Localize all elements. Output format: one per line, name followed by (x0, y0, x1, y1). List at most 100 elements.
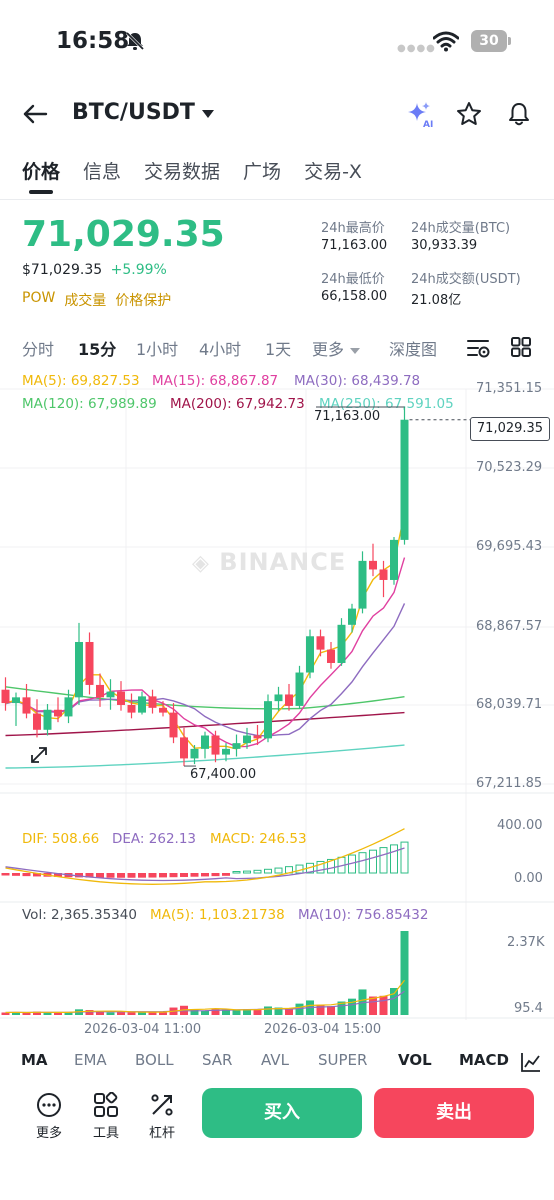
notification-bell-icon[interactable] (505, 100, 533, 128)
interval-more[interactable]: 更多 (312, 336, 361, 360)
volume-legend: Vol: 2,365.35340 (22, 907, 137, 923)
macd-bar (379, 847, 388, 874)
chart-settings-icon[interactable] (466, 337, 490, 359)
buy-button[interactable]: 买入 (202, 1088, 362, 1138)
macd-bar (243, 870, 251, 874)
price-change-percent: +5.99% (110, 262, 167, 278)
candle-body (1, 689, 10, 704)
ma120-legend: MA(120): 67,989.89 (22, 396, 157, 412)
macd-bar (33, 873, 41, 877)
candle-body (201, 735, 209, 749)
volume-bar (33, 1011, 41, 1015)
back-arrow-icon[interactable] (22, 102, 48, 126)
macd-dif-line (5, 828, 405, 885)
leverage-icon (151, 1094, 173, 1116)
indicator-ma[interactable]: MA (21, 1051, 48, 1069)
header: BTC/USDT AI (0, 92, 554, 136)
depth-chart-tab[interactable]: 深度图 (389, 340, 438, 359)
candle-body (348, 608, 356, 625)
tab-trading-data[interactable]: 交易数据 (144, 161, 221, 183)
tab-info[interactable]: 信息 (83, 161, 122, 183)
indicator-vol[interactable]: VOL (398, 1051, 432, 1069)
volume-bar (232, 1010, 241, 1015)
volume-bar (12, 1012, 20, 1015)
tag-volume[interactable]: 成交量 (64, 293, 107, 309)
volume-bar (148, 1011, 157, 1015)
macd-bar (327, 858, 335, 874)
price-axis-label: 69,695.43 (476, 539, 543, 554)
indicator-chart-icon[interactable] (520, 1051, 542, 1073)
favorite-star-icon[interactable] (455, 100, 483, 128)
volume-axis-label: 95.4 (514, 1001, 543, 1016)
ai-sparkle-icon[interactable]: AI (405, 100, 435, 130)
fullscreen-expand-icon[interactable] (28, 744, 50, 766)
volume-bar (201, 1010, 209, 1015)
volume-ma5-line (5, 979, 405, 1014)
tab-price[interactable]: 价格 (22, 157, 60, 197)
tag-price-protection[interactable]: 价格保护 (115, 293, 172, 309)
macd-bar (169, 873, 178, 878)
usd-price: $71,029.35 (22, 262, 103, 278)
ma250-legend: MA(250): 67,591.05 (319, 396, 454, 412)
candle-body (22, 697, 31, 714)
volume-bar (390, 988, 398, 1015)
volume-bar (159, 1012, 167, 1015)
macd-bar (75, 873, 83, 878)
candle-body (369, 560, 377, 570)
indicator-macd[interactable]: MACD (459, 1051, 509, 1069)
time-axis-label: 2026-03-04 11:00 (84, 1022, 202, 1037)
low-marker-label: 67,400.00 (190, 767, 257, 782)
indicator-super[interactable]: SUPER (318, 1051, 368, 1069)
candle-body (316, 636, 325, 650)
macd-bar (106, 873, 115, 878)
leverage-action-label: 杠杆 (148, 1126, 175, 1141)
watermark-text: BINANCE (219, 548, 347, 576)
indicator-avl[interactable]: AVL (261, 1051, 289, 1069)
sell-button[interactable]: 卖出 (374, 1088, 534, 1138)
candle-body (390, 539, 398, 580)
candle-body (127, 704, 136, 713)
pair-title[interactable]: BTC/USDT (72, 100, 195, 125)
kline-chart[interactable] (0, 365, 554, 1025)
tabs-divider (0, 199, 554, 200)
more-action[interactable]: 更多 (29, 1092, 69, 1141)
layout-grid-icon[interactable] (510, 336, 532, 358)
candle-body (85, 641, 94, 685)
interval-15m[interactable]: 15分 (78, 340, 117, 359)
candle-body (379, 569, 388, 580)
tab-trade-x[interactable]: 交易-X (304, 161, 362, 183)
macd-bar (232, 871, 241, 874)
battery-icon: 30 (471, 30, 507, 52)
interval-1h[interactable]: 1小时 (136, 340, 179, 359)
candle-body (274, 694, 283, 702)
candle-body (306, 636, 314, 673)
candle-body (96, 684, 104, 698)
interval-4h[interactable]: 4小时 (199, 340, 242, 359)
volume-bar (369, 996, 377, 1015)
volume-ma5-legend: MA(5): 1,103.21738 (150, 907, 285, 923)
volume-bar (211, 1009, 220, 1015)
interval-timeline[interactable]: 分时 (22, 340, 55, 359)
binance-watermark: ◈ BINANCE (192, 548, 347, 576)
volume-bar (295, 1003, 304, 1015)
usd-price-row: $71,029.35 +5.99% (22, 262, 167, 278)
low-24h-label: 24h最低价 (321, 272, 385, 287)
volume-bar (379, 995, 388, 1015)
candle-body (117, 691, 125, 705)
more-dots-icon (37, 1093, 61, 1117)
volume-bar (54, 1012, 62, 1015)
indicator-ema[interactable]: EMA (74, 1051, 107, 1069)
interval-1d[interactable]: 1天 (265, 340, 292, 359)
indicator-sar[interactable]: SAR (202, 1051, 233, 1069)
battery-cap (508, 37, 511, 45)
pair-dropdown-caret-icon[interactable] (202, 110, 214, 118)
tag-pow[interactable]: POW (22, 290, 56, 306)
candle-body (337, 624, 346, 663)
status-time: 16:58 (56, 28, 130, 54)
tools-action-label: 工具 (92, 1126, 119, 1141)
leverage-action[interactable]: 杠杆 (142, 1092, 182, 1141)
tools-action[interactable]: 工具 (86, 1092, 126, 1141)
tab-square[interactable]: 广场 (243, 161, 282, 183)
indicator-boll[interactable]: BOLL (135, 1051, 174, 1069)
status-bar: 16:58 ●●●● 30 (0, 0, 554, 84)
